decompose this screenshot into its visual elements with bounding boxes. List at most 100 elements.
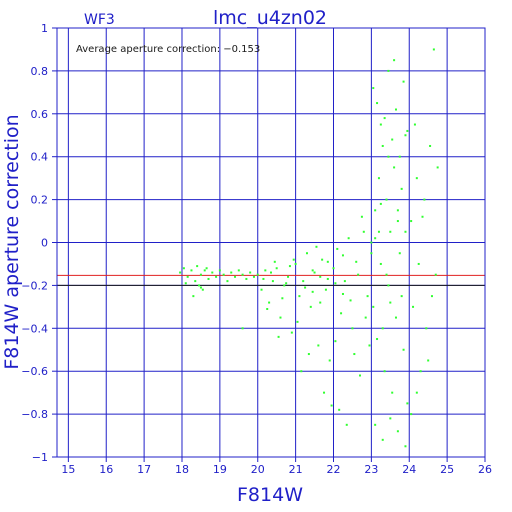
- x-tick-label: 19: [213, 463, 227, 476]
- y-tick-label: −0.8: [21, 408, 48, 421]
- data-point: [326, 277, 329, 280]
- data-point: [262, 277, 265, 280]
- data-point: [389, 301, 392, 304]
- data-point: [406, 402, 409, 405]
- data-point: [182, 267, 185, 270]
- panel-label: WF3: [84, 12, 115, 28]
- data-point: [264, 269, 267, 272]
- data-point: [330, 404, 333, 407]
- data-point: [201, 288, 204, 291]
- data-point: [249, 271, 252, 274]
- data-point: [351, 327, 354, 330]
- data-point: [415, 391, 418, 394]
- y-tick-label: 0.6: [31, 108, 49, 121]
- data-point: [419, 370, 422, 373]
- y-tick-label: 0.2: [31, 194, 49, 207]
- y-axis-label: F814W aperture correction: [1, 114, 23, 369]
- data-point: [377, 177, 380, 180]
- data-point: [300, 370, 303, 373]
- data-point: [307, 353, 310, 356]
- data-point: [376, 102, 379, 105]
- data-point: [268, 301, 271, 304]
- data-point: [396, 430, 399, 433]
- data-point: [377, 230, 380, 233]
- data-point: [287, 275, 290, 278]
- data-point: [245, 277, 248, 280]
- data-point: [283, 284, 286, 287]
- x-axis-label: F814W: [237, 484, 303, 506]
- data-point: [211, 271, 214, 274]
- data-point: [376, 338, 379, 341]
- data-point: [290, 331, 293, 334]
- data-point: [326, 260, 329, 263]
- data-point: [415, 177, 418, 180]
- data-point: [353, 353, 356, 356]
- data-point: [364, 316, 367, 319]
- data-point: [404, 134, 407, 137]
- data-point: [196, 265, 199, 268]
- data-point: [372, 87, 375, 90]
- data-point: [281, 297, 284, 300]
- data-point: [319, 301, 322, 304]
- data-point: [285, 282, 288, 285]
- grid-lines: [57, 27, 486, 458]
- data-point: [266, 307, 269, 310]
- data-point: [321, 258, 324, 261]
- data-point: [398, 155, 401, 158]
- data-point: [277, 335, 280, 338]
- data-point: [362, 230, 365, 233]
- data-point: [313, 271, 316, 274]
- data-point: [429, 144, 432, 147]
- data-point: [368, 344, 371, 347]
- data-point: [218, 269, 221, 272]
- data-point: [349, 299, 352, 302]
- x-tick-label: 17: [137, 463, 151, 476]
- data-point: [298, 295, 301, 298]
- data-point: [379, 262, 382, 265]
- data-point: [190, 269, 193, 272]
- y-tick-label: 0.4: [31, 151, 49, 164]
- data-point: [323, 391, 326, 394]
- data-point: [234, 275, 237, 278]
- data-point: [205, 267, 208, 270]
- data-point: [400, 187, 403, 190]
- data-point: [294, 262, 297, 265]
- data-point: [288, 265, 291, 268]
- data-point: [302, 280, 305, 283]
- data-point: [394, 108, 397, 111]
- data-point: [328, 359, 331, 362]
- data-point: [222, 273, 225, 276]
- data-point: [436, 166, 439, 169]
- data-point: [410, 220, 413, 223]
- data-point: [256, 273, 259, 276]
- x-axis-ticks: 15 16 17 18 19 20 21 22 23 24 25 26: [61, 457, 492, 476]
- data-point: [336, 247, 339, 250]
- data-point: [379, 202, 382, 205]
- data-point: [434, 273, 437, 276]
- data-point: [311, 290, 314, 293]
- data-point: [192, 295, 195, 298]
- data-point: [400, 295, 403, 298]
- data-point: [410, 413, 413, 416]
- data-point: [275, 267, 278, 270]
- data-point: [271, 280, 274, 283]
- data-point: [215, 275, 218, 278]
- data-point: [406, 129, 409, 132]
- data-point: [391, 138, 394, 141]
- data-point: [324, 288, 327, 291]
- data-point: [334, 282, 337, 285]
- data-point: [366, 295, 369, 298]
- data-point: [385, 198, 388, 201]
- data-point: [396, 220, 399, 223]
- average-correction-annotation: Average aperture correction: −0.153: [76, 44, 260, 55]
- y-tick-label: −0.2: [21, 279, 48, 292]
- data-point: [385, 273, 388, 276]
- data-point: [317, 344, 320, 347]
- data-point: [391, 391, 394, 394]
- data-point: [404, 445, 407, 448]
- reference-lines: [57, 274, 485, 286]
- x-tick-label: 18: [175, 463, 189, 476]
- data-point: [402, 80, 405, 83]
- data-point: [387, 69, 390, 72]
- chart-title: lmc_u4zn02: [213, 7, 327, 29]
